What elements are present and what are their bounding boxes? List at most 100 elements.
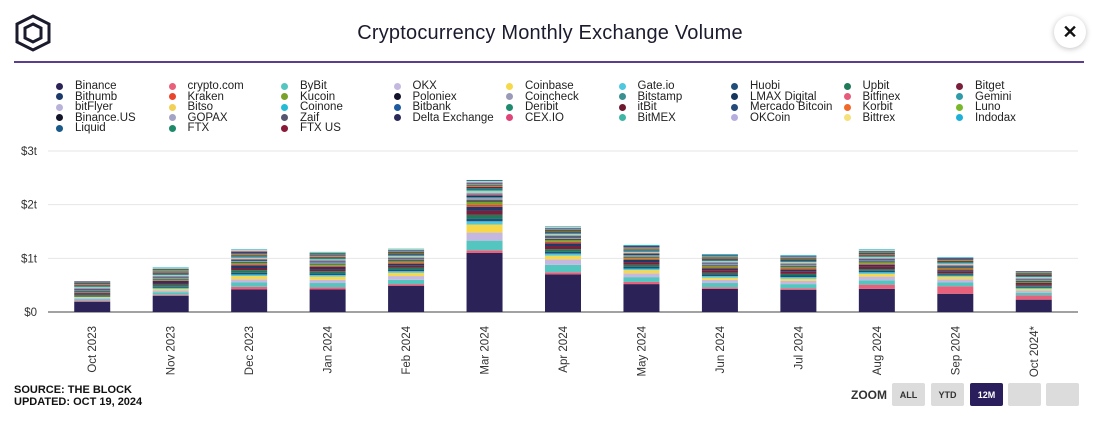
bar-segment — [388, 263, 425, 266]
legend-swatch — [843, 103, 851, 111]
bar-segment — [466, 183, 503, 184]
legend-item[interactable]: Bitbank — [393, 102, 507, 113]
legend-item[interactable]: Bithumb — [56, 91, 169, 103]
legend-item[interactable]: itBit — [618, 102, 732, 113]
legend-item[interactable]: Bitso — [168, 101, 282, 113]
bar-segment — [1015, 277, 1052, 279]
bar-segment — [1015, 281, 1052, 283]
bar-segment — [388, 253, 425, 255]
legend-item[interactable]: Huobi — [731, 81, 844, 92]
legend-item[interactable]: Luno — [956, 102, 1069, 113]
legend-swatch — [731, 103, 738, 111]
bar-segment — [623, 252, 660, 254]
bar-segment — [545, 249, 581, 252]
bar-segment — [74, 286, 111, 288]
zoom-ytd-button[interactable]: YTD — [931, 383, 964, 406]
legend-item[interactable]: Kraken — [168, 91, 282, 103]
legend-item[interactable]: FTX US — [281, 123, 394, 134]
legend-item[interactable]: Coincheck — [506, 91, 619, 103]
legend-swatch — [393, 114, 401, 122]
legend-item[interactable]: Coinbase — [506, 81, 619, 92]
bar-segment — [152, 276, 189, 278]
legend-item[interactable]: crypto.com — [168, 80, 282, 92]
legend-item[interactable]: Bitstamp — [618, 91, 732, 103]
bar-segment — [152, 274, 189, 276]
legend-swatch — [281, 93, 288, 101]
bar-segment — [780, 268, 817, 270]
bar-segment — [701, 267, 738, 269]
bar-segment — [74, 290, 111, 292]
bar-segment — [466, 221, 503, 225]
bar-segment — [623, 252, 660, 254]
legend-item[interactable]: GOPAX — [168, 112, 282, 124]
bar-segment — [937, 257, 974, 259]
zoom-12m-button[interactable]: 12M — [970, 383, 1003, 406]
bar-segment — [701, 270, 738, 273]
legend-label: Delta Exchange — [412, 111, 494, 124]
bar-segment — [858, 251, 895, 252]
bar-segment — [701, 256, 738, 257]
legend-item[interactable]: Binance — [56, 81, 169, 92]
bar-segment — [388, 251, 425, 252]
bar-segment — [937, 258, 974, 260]
legend-item[interactable]: Bitget — [956, 81, 1069, 92]
bar-segment — [780, 278, 817, 281]
legend-item[interactable]: OKX — [393, 81, 507, 92]
close-button[interactable]: ✕ — [1054, 16, 1086, 48]
legend-item[interactable]: LMAX Digital — [731, 91, 844, 103]
bar-segment — [858, 263, 895, 265]
legend-item[interactable]: Binance.US — [56, 112, 169, 124]
legend-item[interactable]: FTX — [168, 123, 282, 134]
bar-segment — [1015, 271, 1052, 273]
legend-item[interactable]: Bitfinex — [843, 91, 957, 103]
legend-item[interactable]: Deribit — [506, 102, 619, 113]
legend-item[interactable]: OKCoin — [731, 112, 844, 124]
legend-item[interactable]: Mercado Bitcoin — [731, 102, 844, 113]
legend-item[interactable]: Kucoin — [281, 91, 394, 103]
zoom-all-button[interactable]: ALL — [892, 383, 925, 406]
bar-segment — [1015, 295, 1052, 300]
zoom-extra-button-1[interactable] — [1008, 383, 1041, 406]
bar-segment — [780, 259, 817, 261]
legend-item[interactable]: Liquid — [56, 123, 169, 134]
legend-item[interactable]: CEX.IO — [506, 112, 619, 124]
bar-segment — [309, 258, 346, 259]
bar-segment — [466, 240, 503, 251]
legend-item[interactable]: Indodax — [956, 112, 1069, 124]
bar-segment — [309, 266, 346, 270]
legend-swatch — [618, 93, 626, 101]
bar-segment — [152, 267, 189, 269]
bar-segment — [152, 271, 189, 272]
legend-item[interactable]: Upbit — [843, 81, 957, 92]
bar-segment — [1015, 275, 1052, 277]
legend-item[interactable]: Zaif — [281, 112, 394, 124]
bar-segment — [466, 252, 503, 312]
legend-item[interactable]: Coinone — [281, 102, 394, 113]
bar-segment — [937, 269, 974, 271]
bar-segment — [545, 232, 581, 233]
bar-segment — [231, 249, 268, 251]
bar-segment — [545, 239, 581, 240]
legend-item[interactable]: Bittrex — [843, 112, 957, 124]
legend-label: crypto.com — [187, 80, 244, 92]
legend-item[interactable]: bitFlyer — [56, 102, 169, 113]
bar-segment — [309, 252, 346, 254]
legend-item[interactable]: Poloniex — [393, 91, 507, 103]
zoom-extra-button-2[interactable] — [1046, 383, 1079, 406]
legend-item[interactable]: Delta Exchange — [393, 111, 507, 124]
bar-segment — [388, 254, 425, 255]
legend-item[interactable]: Gemini — [956, 91, 1069, 103]
bar-segment — [701, 261, 738, 263]
legend-item[interactable]: Korbit — [843, 102, 957, 113]
bar-segment — [74, 285, 111, 287]
bar-segment — [937, 258, 974, 259]
legend-item[interactable]: ByBit — [281, 81, 394, 92]
zoom-label: ZOOM — [851, 388, 887, 402]
bar-segment — [309, 262, 346, 264]
legend-label: Bitso — [187, 101, 214, 113]
legend-item[interactable]: BitMEX — [618, 112, 732, 124]
bar-segment — [858, 260, 895, 262]
bar-segment — [623, 247, 660, 249]
legend-item[interactable]: Gate.io — [618, 81, 732, 92]
bar-segment — [231, 249, 268, 250]
